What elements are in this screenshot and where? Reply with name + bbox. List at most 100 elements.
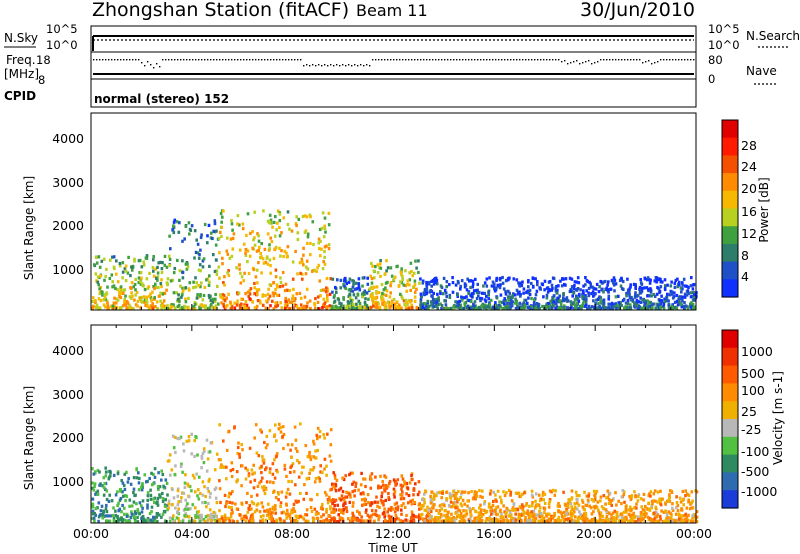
velData-cell [639, 497, 643, 501]
powerData-cell [655, 276, 659, 280]
velData-cell [208, 514, 211, 518]
powerData-cell [415, 266, 418, 270]
powerData-cell [389, 281, 393, 285]
velData-cell [681, 498, 685, 502]
powerData-cell [436, 292, 439, 296]
powerData-cell [667, 299, 670, 303]
velData-cell [129, 482, 133, 486]
powerData-cell [675, 293, 679, 298]
powerData-cell [94, 300, 97, 305]
powerData-cell [275, 301, 279, 305]
velData-cell [201, 480, 205, 484]
velData-cell [289, 470, 292, 474]
velData-cell [542, 498, 545, 502]
velData-cell [120, 479, 123, 483]
velData-cell [684, 494, 687, 498]
velData-cell [258, 510, 262, 514]
powerData-cell [676, 277, 679, 281]
powerData-cell [119, 291, 122, 295]
velData-cell [581, 498, 584, 502]
nave-dot [609, 59, 611, 61]
powerData-cell [592, 299, 595, 303]
velData-cell [94, 492, 97, 496]
powerData-cell [139, 306, 142, 310]
nave-dot [615, 59, 617, 61]
velData-cell [394, 518, 397, 522]
velData-cell [442, 519, 445, 523]
velData-cell [400, 487, 403, 491]
powerData-cell [309, 253, 312, 257]
powerData-cell [460, 306, 463, 310]
velData-cell [132, 476, 136, 480]
velData-cell [606, 489, 610, 493]
powerData-cell [613, 278, 617, 282]
powerData-cell [159, 282, 163, 286]
velData-cell [436, 491, 439, 495]
powerData-cell [129, 286, 132, 290]
powerData-cell [407, 306, 411, 311]
velData-cell [296, 458, 299, 463]
velData-cell [664, 510, 668, 514]
powerData-cell [614, 295, 618, 299]
velData-cell [166, 493, 169, 497]
velData-cell [642, 517, 645, 521]
velData-cell [587, 500, 590, 504]
nave-dot [261, 59, 263, 61]
powerData-cell [151, 297, 154, 301]
nave-dot [666, 59, 668, 61]
powerData-cell [680, 290, 683, 294]
velData-cell [643, 515, 647, 519]
nave-dot [165, 59, 167, 61]
velocity-ylabel: Slant Range [km] [22, 386, 36, 490]
velData-cell [410, 502, 414, 506]
velData-cell [455, 497, 459, 501]
powerData-cell [536, 307, 539, 311]
nave-dot [483, 59, 485, 61]
powerData-cell [215, 269, 219, 273]
velData-cell [433, 492, 436, 496]
power-cb-tick-28: 28 [741, 138, 757, 153]
velData-cell [341, 490, 345, 494]
velData-cell [370, 477, 373, 481]
powerData-cell [373, 276, 376, 280]
powerData-cell [118, 264, 122, 268]
powerData-cell [126, 271, 130, 275]
velData-cell [588, 504, 591, 508]
powerData-cell [196, 293, 199, 297]
velData-cell [604, 502, 607, 506]
velData-cell [134, 515, 138, 520]
velData-cell [634, 495, 637, 499]
powerData-cell [152, 269, 155, 273]
velData-cell [117, 509, 120, 513]
powerData-cell [399, 292, 402, 296]
powerData-cell [493, 289, 497, 293]
velData-cell [419, 513, 423, 517]
velData-cell [405, 492, 408, 496]
powerBar-segment [722, 208, 738, 227]
powerData-cell [104, 297, 107, 301]
velData-cell [171, 517, 174, 521]
velData-cell [93, 484, 96, 488]
powerData-cell [264, 306, 268, 310]
velData-cell [547, 518, 551, 522]
powerData-cell [112, 306, 115, 310]
velData-cell [357, 488, 360, 492]
velData-cell [177, 500, 180, 504]
velData-cell [640, 505, 643, 509]
powerData-cell [328, 304, 332, 308]
velData-cell [461, 515, 465, 519]
nave-dot [552, 59, 554, 61]
velData-cell [274, 511, 277, 515]
powerData-cell [419, 277, 422, 281]
powerData-cell [647, 287, 650, 291]
velData-cell [661, 497, 664, 501]
velData-cell [532, 509, 536, 513]
powerData-cell [211, 297, 215, 301]
powerData-cell [515, 278, 519, 282]
velData-cell [359, 492, 363, 496]
velData-cell [651, 502, 654, 506]
velData-cell [356, 509, 359, 513]
velData-cell [345, 495, 349, 499]
velData-cell [342, 508, 346, 512]
powerData-cell [474, 307, 478, 311]
